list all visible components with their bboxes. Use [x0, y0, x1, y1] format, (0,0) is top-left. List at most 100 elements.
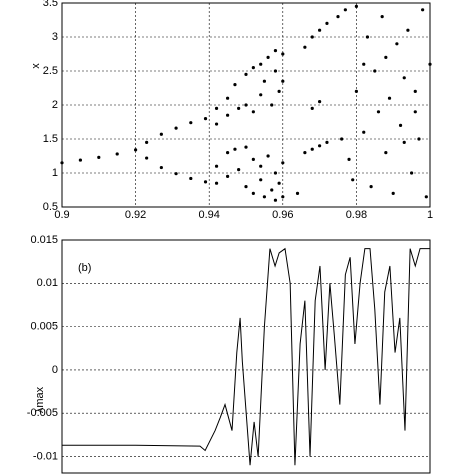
point	[203, 180, 208, 184]
point	[262, 195, 266, 199]
point	[273, 69, 278, 73]
point	[310, 106, 314, 110]
y-tick-label: 0.015	[30, 234, 58, 246]
point	[277, 89, 281, 93]
point	[78, 158, 82, 162]
point	[273, 198, 278, 202]
point	[384, 55, 388, 60]
point	[266, 55, 270, 60]
point	[428, 62, 432, 66]
point	[398, 123, 403, 127]
point	[340, 137, 344, 141]
point	[336, 15, 340, 19]
y-tick-label: 0.01	[37, 277, 58, 289]
point	[214, 164, 219, 168]
point	[362, 62, 366, 66]
point	[351, 178, 355, 182]
point	[266, 154, 270, 158]
point	[259, 62, 263, 66]
point	[354, 4, 358, 8]
y-tick-label: -0.01	[33, 450, 58, 462]
point	[373, 69, 377, 73]
point	[244, 145, 248, 149]
point	[402, 76, 406, 80]
point	[406, 28, 410, 32]
point	[318, 100, 322, 104]
point	[325, 140, 329, 144]
point	[310, 147, 314, 151]
point	[365, 35, 370, 39]
data-line	[62, 247, 430, 466]
point	[362, 130, 366, 134]
y-tick-label: 3	[52, 31, 58, 43]
point	[387, 96, 392, 100]
point	[303, 45, 307, 49]
point	[226, 174, 230, 178]
point	[203, 117, 208, 121]
point	[281, 161, 285, 165]
plot-frame	[61, 239, 431, 474]
y-tick-label: 0.005	[30, 321, 58, 333]
x-tick-label: 1	[427, 209, 433, 221]
point	[251, 66, 255, 70]
point	[251, 191, 255, 195]
point	[251, 157, 255, 161]
point	[395, 42, 399, 46]
point	[384, 151, 388, 155]
x-tick-label: 0.98	[346, 209, 367, 221]
y-tick-label: 2.5	[43, 65, 58, 77]
point	[97, 155, 101, 159]
point	[226, 113, 230, 117]
point	[281, 52, 285, 56]
point	[259, 93, 263, 97]
point	[189, 121, 193, 125]
point	[174, 126, 178, 130]
point	[270, 103, 274, 107]
point	[134, 148, 138, 152]
y-tick-label: 0.5	[43, 201, 58, 213]
point	[115, 152, 119, 156]
x-tick-label: 0.96	[272, 209, 293, 221]
y-axis-label: λmax	[34, 386, 46, 413]
point	[413, 89, 417, 93]
point	[417, 137, 421, 141]
point	[214, 122, 219, 126]
point	[391, 191, 395, 195]
point	[244, 72, 248, 76]
y-tick-label: 1.5	[43, 133, 58, 145]
point	[159, 132, 163, 136]
point	[226, 151, 230, 155]
point	[262, 79, 266, 83]
y-tick-label: 0	[52, 364, 58, 376]
point	[410, 171, 414, 175]
point	[214, 181, 219, 185]
point	[295, 191, 300, 195]
point	[277, 181, 281, 185]
point	[402, 140, 406, 144]
point	[214, 106, 219, 110]
point	[189, 176, 193, 181]
point	[273, 171, 278, 175]
y-axis-label: x	[30, 63, 42, 69]
point	[226, 96, 230, 100]
x-tick-label: 0.92	[125, 209, 146, 221]
point	[413, 110, 417, 114]
x-tick-label: 0.9	[54, 209, 69, 221]
point	[376, 110, 381, 114]
point	[354, 89, 358, 93]
y-tick-label: -0.005	[27, 407, 58, 419]
point	[233, 147, 237, 151]
point	[259, 178, 263, 182]
point	[343, 8, 347, 12]
point	[318, 28, 322, 32]
panel-label: (b)	[78, 262, 91, 274]
point	[237, 106, 241, 110]
point	[424, 195, 428, 199]
point	[421, 8, 425, 12]
point	[251, 110, 255, 114]
point	[273, 49, 278, 53]
x-tick-label: 0.94	[198, 209, 219, 221]
y-tick-label: 1	[52, 167, 58, 179]
